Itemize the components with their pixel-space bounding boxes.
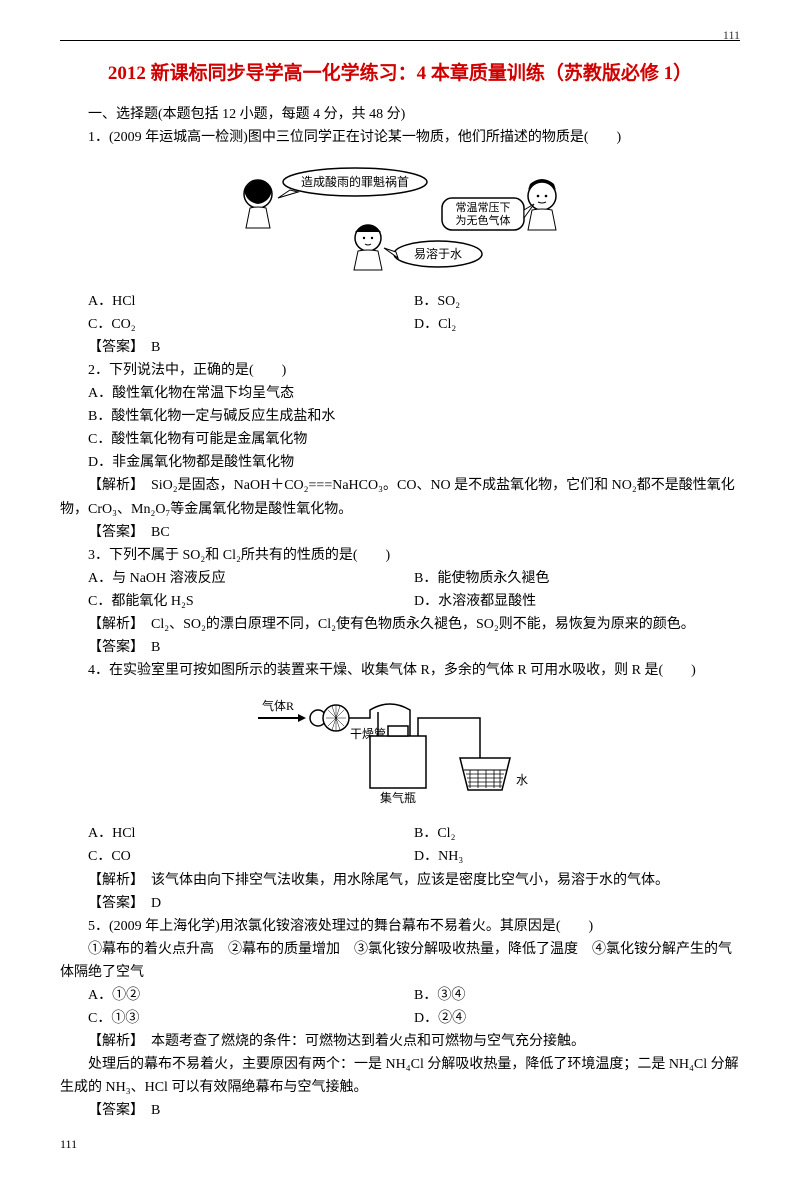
q5-options-row2: C．①③ D．②④ — [88, 1007, 740, 1030]
q1-stem: 1．(2009 年运城高一检测)图中三位同学正在讨论某一物质，他们所描述的物质是… — [60, 126, 740, 149]
q5-options-row1: A．①② B．③④ — [88, 984, 740, 1007]
q5-explain1: 【解析】 本题考查了燃烧的条件：可燃物达到着火点和可燃物与空气充分接触。 — [60, 1030, 740, 1053]
cartoon-svg: 造成酸雨的罪魁祸首 常温常压下 为无色气体 — [220, 156, 580, 276]
q2-b: B．酸性氧化物一定与碱反应生成盐和水 — [60, 405, 740, 428]
q5-b: B．③④ — [414, 984, 740, 1007]
q2-d: D．非金属氧化物都是酸性氧化物 — [60, 451, 740, 474]
q4-explain: 【解析】 该气体由向下排空气法收集，用水除尾气，应该是密度比空气小，易溶于水的气… — [60, 869, 740, 892]
header-page-number: 111 — [723, 28, 740, 43]
q2-answer: 【答案】 BC — [60, 521, 740, 544]
q5-d: D．②④ — [414, 1007, 740, 1030]
q5-answer: 【答案】 B — [60, 1099, 740, 1122]
q4-figure: 气体R 干燥管 集气瓶 — [60, 688, 740, 816]
q5-stem: 5．(2009 年上海化学)用浓氯化铵溶液处理过的舞台幕布不易着火。其原因是( … — [60, 915, 740, 938]
footer-page-number: 111 — [60, 1135, 740, 1155]
svg-text:常温常压下: 常温常压下 — [456, 201, 511, 214]
q5-c: C．①③ — [88, 1007, 414, 1030]
label-gas: 气体R — [262, 698, 294, 713]
q1-options-row1: A．HCl B．SO₂ — [88, 290, 740, 313]
q4-options-row2: C．CO D．NH₃ — [88, 845, 740, 868]
label-bottle: 集气瓶 — [380, 790, 416, 805]
q1-answer: 【答案】 B — [60, 336, 740, 359]
q1-options-row2: C．CO₂ D．Cl₂ — [88, 313, 740, 336]
document-title: 2012 新课标同步导学高一化学练习：4 本章质量训练（苏教版必修 1） — [60, 59, 740, 89]
q3-b: B．能使物质永久褪色 — [414, 567, 740, 590]
bubble3-text: 易溶于水 — [414, 246, 462, 261]
q3-d: D．水溶液都显酸性 — [414, 590, 740, 613]
q3-stem: 3．下列不属于 SO₂和 Cl₂所共有的性质的是( ) — [60, 544, 740, 567]
q3-explain: 【解析】 Cl₂、SO₂的漂白原理不同，Cl₂使有色物质永久褪色，SO₂则不能，… — [60, 613, 740, 636]
svg-text:为无色气体: 为无色气体 — [456, 213, 511, 227]
q3-c: C．都能氧化 H₂S — [88, 590, 414, 613]
q5-explain2: 处理后的幕布不易着火，主要原因有两个：一是 NH₄Cl 分解吸收热量，降低了环境… — [60, 1053, 740, 1099]
q1-figure: 造成酸雨的罪魁祸首 常温常压下 为无色气体 — [60, 156, 740, 284]
q5-line2: ①幕布的着火点升高 ②幕布的质量增加 ③氯化铵分解吸收热量，降低了温度 ④氯化铵… — [60, 938, 740, 984]
top-rule — [60, 40, 740, 41]
content-body: 一、选择题(本题包括 12 小题，每题 4 分，共 48 分) 1．(2009 … — [60, 103, 740, 1154]
q2-stem: 2．下列说法中，正确的是( ) — [60, 359, 740, 382]
q4-stem: 4．在实验室里可按如图所示的装置来干燥、收集气体 R，多余的气体 R 可用水吸收… — [60, 659, 740, 682]
q1-optB: B．SO₂ — [414, 290, 740, 313]
bubble1-text: 造成酸雨的罪魁祸首 — [301, 174, 409, 189]
q3-answer: 【答案】 B — [60, 636, 740, 659]
q4-options-row1: A．HCl B．Cl₂ — [88, 822, 740, 845]
q4-optB: B．Cl₂ — [414, 822, 740, 845]
q1-optD: D．Cl₂ — [414, 313, 740, 336]
q1-optC: C．CO₂ — [88, 313, 414, 336]
q4-optC: C．CO — [88, 845, 414, 868]
q2-explain: 【解析】 SiO₂是固态，NaOH＋CO₂===NaHCO₃。CO、NO 是不成… — [60, 474, 740, 520]
q2-c: C．酸性氧化物有可能是金属氧化物 — [60, 428, 740, 451]
q1-optA: A．HCl — [88, 290, 414, 313]
q4-optD: D．NH₃ — [414, 845, 740, 868]
page: 111 2012 新课标同步导学高一化学练习：4 本章质量训练（苏教版必修 1）… — [0, 0, 800, 1184]
q2-a: A．酸性氧化物在常温下均呈气态 — [60, 382, 740, 405]
q4-answer: 【答案】 D — [60, 892, 740, 915]
q3-a: A．与 NaOH 溶液反应 — [88, 567, 414, 590]
q3-options-row1: A．与 NaOH 溶液反应 B．能使物质永久褪色 — [88, 567, 740, 590]
label-water: 水 — [516, 773, 528, 787]
q4-optA: A．HCl — [88, 822, 414, 845]
section-intro: 一、选择题(本题包括 12 小题，每题 4 分，共 48 分) — [60, 103, 740, 126]
q3-options-row2: C．都能氧化 H₂S D．水溶液都显酸性 — [88, 590, 740, 613]
apparatus-svg: 气体R 干燥管 集气瓶 — [250, 688, 550, 808]
q5-a: A．①② — [88, 984, 414, 1007]
